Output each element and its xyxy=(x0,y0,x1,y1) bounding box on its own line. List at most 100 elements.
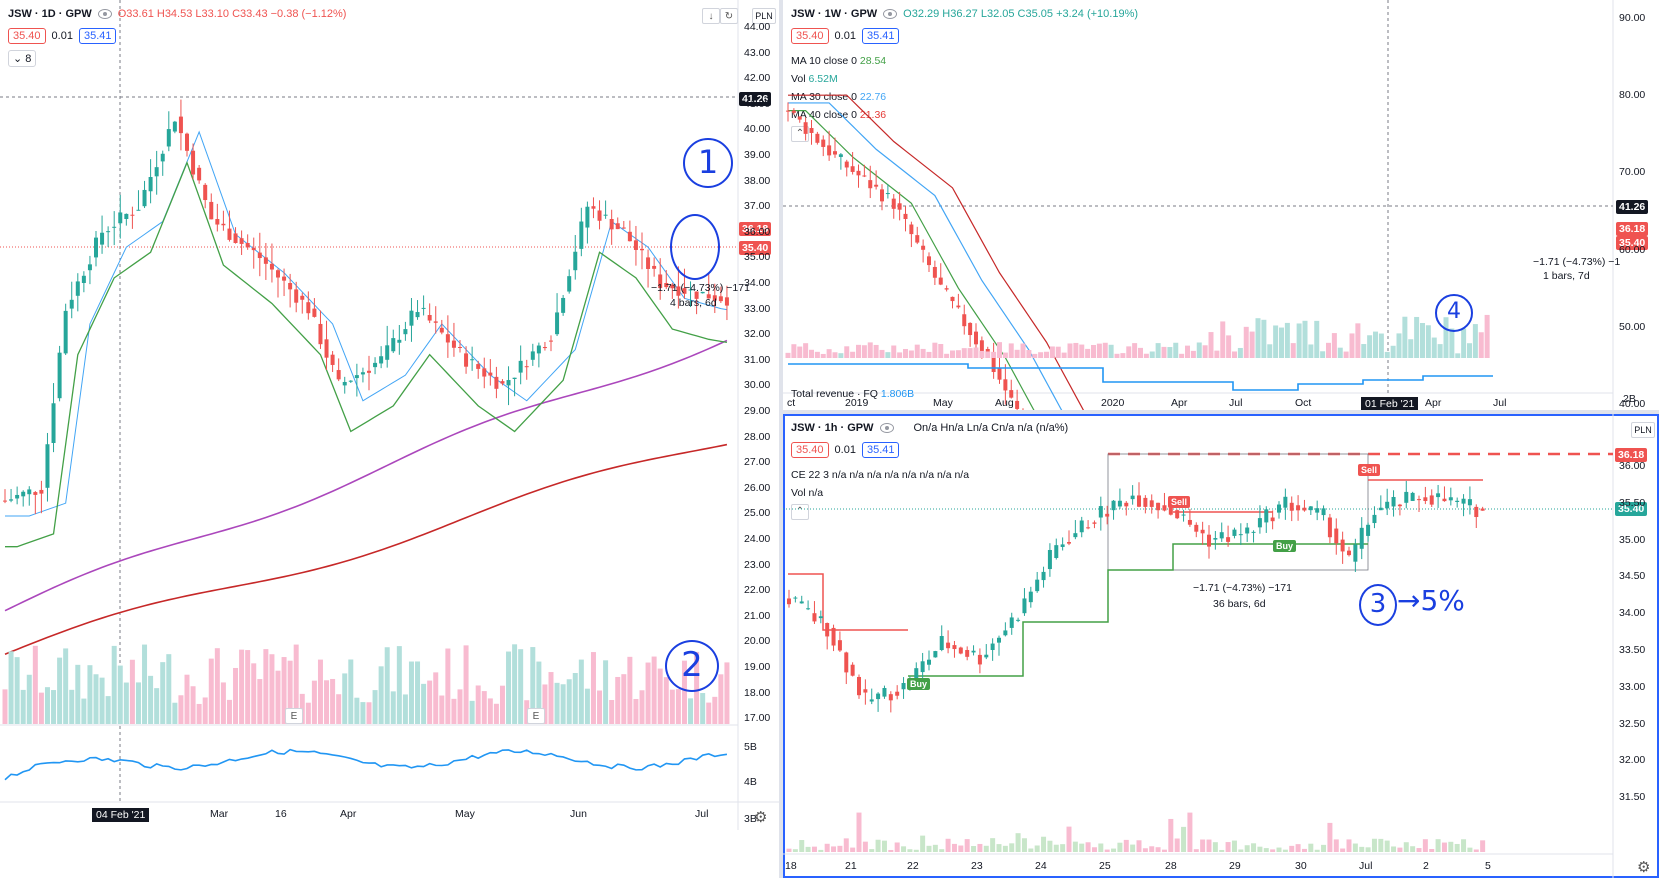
horizontal-divider[interactable] xyxy=(783,410,1659,414)
hourly-symbol[interactable]: JSW · 1h · GPW xyxy=(791,422,874,434)
candle-body xyxy=(1137,495,1141,507)
volume-bar xyxy=(233,667,239,724)
volume-bar xyxy=(1009,843,1015,852)
time-tick: 30 xyxy=(1295,860,1307,872)
time-tick: Aug xyxy=(995,397,1014,409)
settings-gear-icon[interactable]: ⚙ xyxy=(754,809,768,826)
volume-bar xyxy=(1085,348,1091,358)
weekly-symbol[interactable]: JSW · 1W · GPW xyxy=(791,8,878,20)
volume-bar xyxy=(609,699,615,724)
volume-bar xyxy=(105,696,111,724)
volume-bar xyxy=(1378,333,1384,358)
volume-bar xyxy=(820,353,826,358)
volume-bar xyxy=(1008,343,1014,358)
volume-bar xyxy=(1302,320,1308,358)
ma10-legend[interactable]: MA 10 close 0 28.54 xyxy=(791,55,887,67)
candle-body xyxy=(288,283,293,290)
volume-bar xyxy=(932,844,938,852)
volume-bar xyxy=(1414,316,1420,358)
volume-bar xyxy=(786,848,792,852)
volume-bar xyxy=(990,838,996,852)
hourly-chart-panel[interactable]: JSW · 1h · GPW On/a Hn/a Ln/a Cn/a n/a (… xyxy=(783,414,1659,878)
candle-body xyxy=(640,248,644,251)
price-tick: 17.00 xyxy=(744,712,771,725)
annotation-circle xyxy=(670,214,720,280)
earnings-marker[interactable]: E xyxy=(527,708,545,724)
volume-bar xyxy=(1333,839,1339,852)
candle-body xyxy=(342,381,347,386)
candle-body xyxy=(263,257,268,264)
volume-legend[interactable]: Vol 6.52M xyxy=(791,73,838,85)
volume-bar xyxy=(805,846,811,852)
bid-button[interactable]: 35.40 xyxy=(8,28,46,44)
volume-bar xyxy=(945,838,951,852)
weekly-chart[interactable] xyxy=(783,0,1659,410)
candle-body xyxy=(821,139,826,147)
candle-body xyxy=(294,289,299,303)
daily-chart-panel[interactable]: JSW · 1D · GPW O33.61 H34.53 L33.10 C33.… xyxy=(0,0,779,830)
volume-bar xyxy=(1448,841,1454,852)
earnings-marker[interactable]: E xyxy=(285,708,303,724)
volume-bar xyxy=(950,350,955,358)
weekly-chart-panel[interactable]: JSW · 1W · GPW O32.29 H36.27 L32.05 C35.… xyxy=(783,0,1659,410)
ask-button[interactable]: 35.41 xyxy=(78,28,117,44)
volume-legend[interactable]: Vol n/a xyxy=(791,487,824,499)
volume-bar xyxy=(1041,836,1047,852)
bid-button[interactable]: 35.40 xyxy=(791,28,829,44)
ask-button[interactable]: 35.41 xyxy=(861,28,900,44)
volume-bar xyxy=(1331,333,1337,358)
volume-bar xyxy=(1155,343,1161,358)
volume-bar xyxy=(378,666,384,724)
eye-icon[interactable] xyxy=(97,9,112,19)
candle-body xyxy=(1015,400,1020,409)
candle-body xyxy=(1321,508,1326,516)
candle-body xyxy=(100,232,105,245)
ma20-line xyxy=(5,130,728,517)
arrow-down-icon[interactable]: ↓ xyxy=(702,8,720,24)
volume-bar xyxy=(2,689,8,724)
volume-bar xyxy=(1308,843,1314,852)
volume-bar xyxy=(305,702,311,724)
daily-symbol[interactable]: JSW · 1D · GPW xyxy=(8,8,92,20)
spread-value: 0.01 xyxy=(834,444,856,456)
ask-button[interactable]: 35.41 xyxy=(861,442,900,458)
weekly-measure-bars: 1 bars, 7d xyxy=(1543,270,1590,282)
volume-bar xyxy=(1111,848,1117,852)
candle-body xyxy=(1226,537,1231,542)
currency-button[interactable]: PLN xyxy=(752,8,776,24)
candle-body xyxy=(946,642,951,649)
volume-bar xyxy=(69,689,75,724)
eye-icon[interactable] xyxy=(883,9,898,19)
price-tick: 42.00 xyxy=(744,72,771,85)
candle-body xyxy=(300,295,305,300)
settings-gear-icon[interactable]: ⚙ xyxy=(1637,859,1651,876)
currency-button[interactable]: PLN xyxy=(1631,422,1655,438)
vertical-divider[interactable] xyxy=(779,0,783,878)
candle-body xyxy=(1474,506,1479,518)
hourly-chart[interactable] xyxy=(783,414,1659,878)
candle-body xyxy=(1245,527,1250,534)
ce-legend[interactable]: CE 22 3 n/a n/a n/a n/a n/a n/a n/a n/a xyxy=(791,469,970,481)
volume-bar xyxy=(1480,840,1486,852)
volume-bar xyxy=(1243,326,1249,358)
candle-body xyxy=(1238,534,1243,536)
price-tick: 31.50 xyxy=(1619,791,1646,804)
candle-body xyxy=(706,294,711,299)
daily-chart[interactable] xyxy=(0,0,779,830)
eye-icon[interactable] xyxy=(879,423,894,433)
revenue-legend[interactable]: Total revenue · FQ 1.806B xyxy=(791,388,915,400)
ma30-legend[interactable]: MA 30 close 0 22.76 xyxy=(791,91,887,103)
chandelier-long xyxy=(908,543,1368,677)
candle-body xyxy=(1111,500,1116,511)
sell-signal: Sell xyxy=(1358,464,1381,476)
volume-bar xyxy=(603,660,609,724)
candle-body xyxy=(1366,524,1371,536)
volume-bar xyxy=(384,647,390,724)
candle-body xyxy=(968,322,973,336)
bid-button[interactable]: 35.40 xyxy=(791,442,829,458)
indicator-toggle[interactable]: ⌄ 8 xyxy=(8,50,37,67)
volume-bar xyxy=(1435,839,1441,852)
chevron-up-icon[interactable]: ⌃ xyxy=(791,504,809,520)
volume-bar xyxy=(93,674,99,724)
volume-bar xyxy=(814,351,820,358)
